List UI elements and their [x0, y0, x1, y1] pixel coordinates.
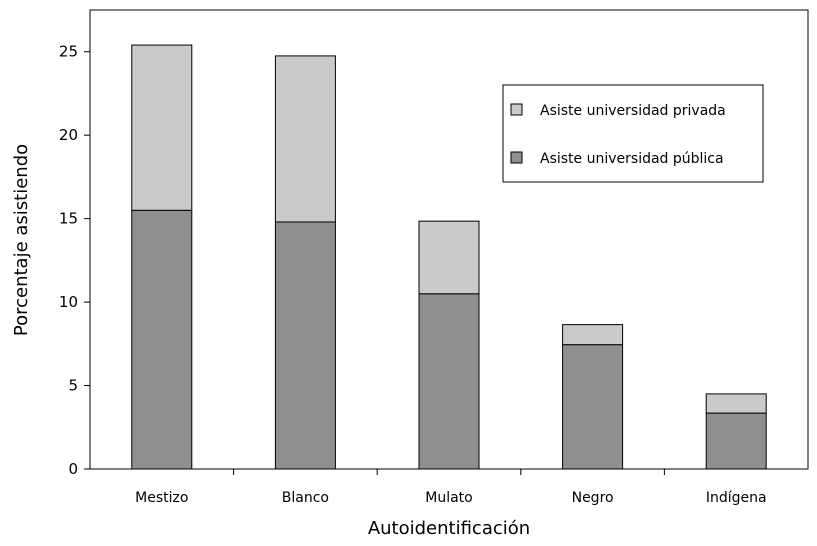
bars	[131, 44, 767, 470]
legend-label-privada: Asiste universidad privada	[540, 103, 726, 119]
bar-segment-publica	[131, 209, 193, 470]
bar-segment-publica	[274, 221, 336, 470]
y-axis-title: Porcentaje asistiendo	[11, 144, 32, 336]
x-tick-label: Blanco	[282, 490, 329, 506]
legend-swatch-publica	[510, 151, 523, 164]
x-tick-label: Mestizo	[135, 490, 188, 506]
bar-segment-privada	[418, 220, 480, 295]
bar-segment-privada	[131, 44, 193, 211]
x-tick-label: Negro	[572, 490, 614, 506]
bar-segment-publica	[562, 344, 624, 470]
legend: Asiste universidad privada Asiste univer…	[502, 84, 764, 183]
bar-segment-privada	[705, 393, 767, 414]
bar-segment-privada	[562, 324, 624, 346]
x-axis-title: Autoidentificación	[368, 518, 530, 539]
x-axis: Mestizo Blanco Mulato Negro Indígena	[135, 469, 767, 506]
legend-box	[502, 84, 764, 183]
bar-segment-publica	[418, 293, 480, 470]
x-tick-label: Indígena	[706, 490, 767, 506]
y-axis: 0 5 10 15 20 25	[59, 43, 90, 478]
legend-swatch-privada	[510, 103, 523, 116]
bar-segment-privada	[274, 55, 336, 223]
y-tick-label: 20	[59, 126, 78, 144]
y-tick-label: 10	[59, 293, 78, 311]
y-tick-label: 5	[68, 377, 78, 395]
y-tick-label: 15	[59, 210, 78, 228]
x-tick-label: Mulato	[425, 490, 472, 506]
y-tick-label: 25	[59, 43, 78, 61]
y-tick-label: 0	[68, 460, 78, 478]
bar-segment-publica	[705, 412, 767, 470]
legend-label-publica: Asiste universidad pública	[540, 151, 724, 167]
